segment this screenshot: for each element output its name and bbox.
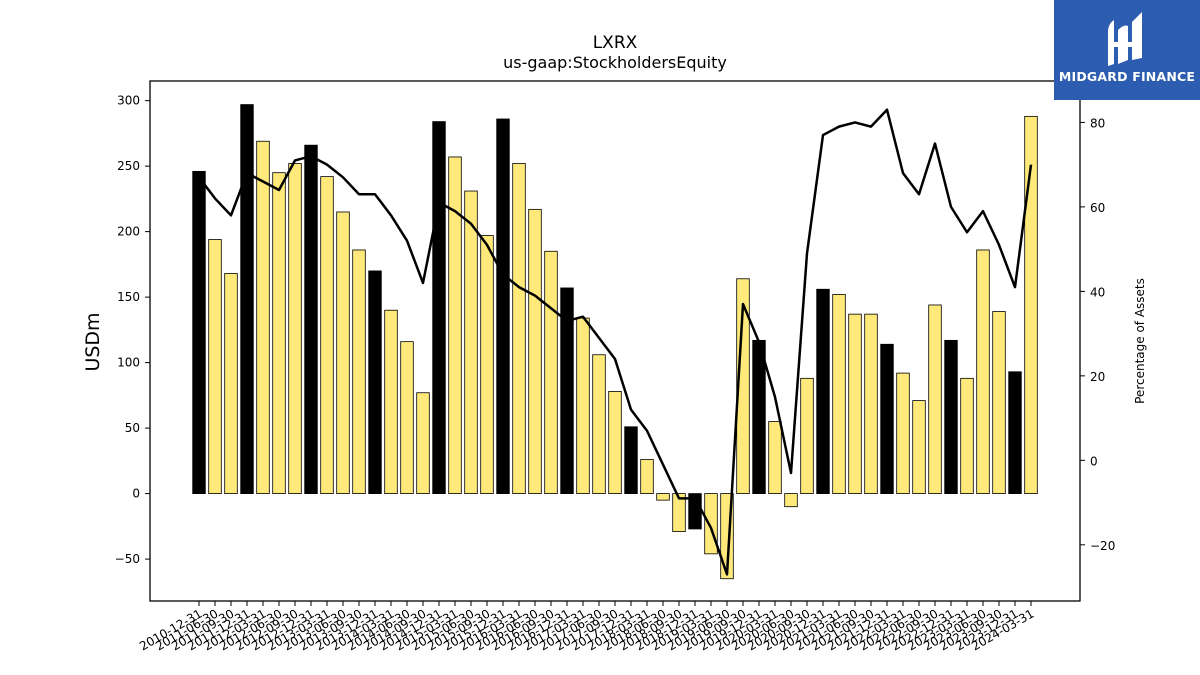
bar	[224, 273, 238, 494]
bar	[992, 311, 1006, 495]
y-tick-label: 50	[125, 421, 140, 435]
bar	[752, 339, 766, 495]
bar	[336, 211, 350, 494]
bar	[240, 104, 254, 494]
bar	[464, 190, 478, 495]
bar	[896, 372, 910, 494]
bar	[320, 176, 334, 495]
bar	[912, 400, 926, 495]
brand-name: MIDGARD FINANCE	[1058, 69, 1196, 84]
y-tick-label: 0	[132, 487, 140, 501]
bar	[960, 377, 974, 494]
y-tick-label: 250	[117, 159, 140, 173]
y2-tick-label: 20	[1090, 370, 1105, 384]
y2-tick-label: 40	[1090, 285, 1105, 299]
bar	[288, 163, 302, 494]
bar	[1008, 371, 1022, 494]
y-tick-label: −50	[115, 552, 140, 566]
y2-tick-label: 60	[1090, 201, 1105, 215]
bar	[496, 118, 510, 494]
brand-logo: MIDGARD FINANCE	[1054, 0, 1200, 100]
bar	[192, 170, 206, 495]
bar	[608, 391, 622, 494]
y-tick-label: 200	[117, 225, 140, 239]
bar	[704, 493, 718, 555]
logo-mark-icon	[1108, 12, 1142, 66]
bar	[304, 144, 318, 494]
percentage-line	[198, 108, 1033, 576]
bar	[864, 313, 878, 494]
bar	[880, 343, 894, 494]
bar	[592, 354, 606, 494]
bar	[576, 317, 590, 494]
line-series	[198, 108, 1033, 576]
bar	[624, 426, 638, 494]
y2-tick-label: −20	[1090, 539, 1115, 553]
bar	[736, 278, 750, 494]
bar	[1024, 115, 1038, 495]
bar	[656, 493, 670, 501]
bar	[928, 304, 942, 494]
y2-tick-label: 0	[1090, 454, 1098, 468]
y2-axis-label: Percentage of Assets	[1133, 278, 1147, 404]
bar	[208, 239, 222, 495]
y-tick-label: 150	[117, 290, 140, 304]
bar	[512, 163, 526, 494]
bar	[640, 459, 654, 495]
bar	[672, 493, 686, 532]
bar	[832, 294, 846, 494]
bar	[784, 493, 798, 508]
bar	[800, 377, 814, 494]
bar	[480, 235, 494, 495]
bar	[848, 313, 862, 494]
y2-tick-label: 80	[1090, 116, 1105, 130]
bar	[560, 287, 574, 494]
bar	[768, 421, 782, 494]
bar	[432, 121, 446, 494]
bar	[976, 249, 990, 495]
axes: −50050100150200250300−200204060802010-12…	[115, 80, 1115, 653]
bar	[416, 392, 430, 494]
bar	[400, 341, 414, 494]
y-axis-label: USDm	[82, 312, 104, 371]
bar	[528, 208, 542, 494]
bar-series	[192, 104, 1038, 580]
y-tick-label: 100	[117, 356, 140, 370]
bar	[272, 172, 286, 495]
y-tick-label: 300	[117, 94, 140, 108]
chart-title: LXRX	[593, 33, 638, 53]
bar	[816, 288, 830, 494]
bar	[544, 250, 558, 495]
bar	[384, 309, 398, 495]
bar	[368, 270, 382, 494]
bar	[352, 249, 366, 495]
bar	[944, 339, 958, 495]
chart-subtitle: us-gaap:StockholdersEquity	[503, 53, 727, 72]
bar	[448, 156, 462, 494]
bar	[256, 140, 270, 494]
